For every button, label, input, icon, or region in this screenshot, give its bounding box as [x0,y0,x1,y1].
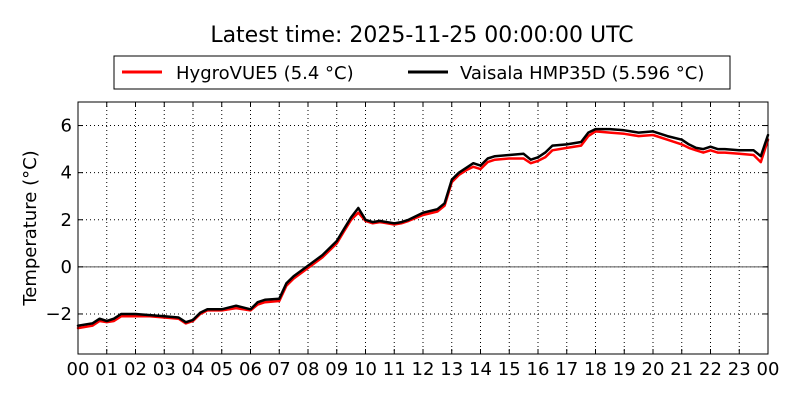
x-tick-label: 07 [268,359,291,380]
x-tick-label: 18 [584,359,607,380]
x-tick-label: 17 [555,359,578,380]
y-tick-label: 6 [61,116,72,137]
x-tick-label: 11 [383,359,406,380]
x-tick-label: 10 [354,359,377,380]
legend-label-hygrovue5: HygroVUE5 (5.4 °C) [176,63,354,84]
x-tick-label: 16 [527,359,550,380]
x-tick-label: 00 [67,359,90,380]
x-tick-label: 23 [728,359,751,380]
x-tick-label: 03 [153,359,176,380]
x-tick-label: 06 [239,359,262,380]
x-tick-label: 01 [95,359,118,380]
series-line-vaisala [76,127,770,327]
series-layer [76,127,770,330]
y-tick-label: 0 [61,257,72,278]
x-tick-label: 13 [440,359,463,380]
x-tick-label: 22 [699,359,722,380]
y-tick-label: 4 [61,163,72,184]
x-tick-label: 12 [412,359,435,380]
x-tick-label: 20 [642,359,665,380]
x-tick-label: 15 [498,359,521,380]
legend-label-vaisala: Vaisala HMP35D (5.596 °C) [460,63,704,84]
x-tick-label: 21 [670,359,693,380]
x-tick-label: 05 [210,359,233,380]
y-tick-label: 2 [61,210,72,231]
x-tick-label: 14 [469,359,492,380]
x-tick-label: 02 [124,359,147,380]
chart-title: Latest time: 2025-11-25 00:00:00 UTC [210,23,633,48]
y-axis-label: Temperature (°C) [20,150,41,306]
ticks: 00 01 02 03 04 05 06 07 08 09 10 11 12 13 14 15 16 17 18 19… [45,102,779,380]
x-tick-label: 09 [325,359,348,380]
legend: HygroVUE5 (5.4 °C) Vaisala HMP35D (5.596… [113,55,731,90]
x-tick-label: 19 [613,359,636,380]
y-tick-label: −2 [45,304,72,325]
x-tick-label: 04 [182,359,205,380]
x-tick-label: 08 [297,359,320,380]
x-tick-label: 00 [757,359,780,380]
